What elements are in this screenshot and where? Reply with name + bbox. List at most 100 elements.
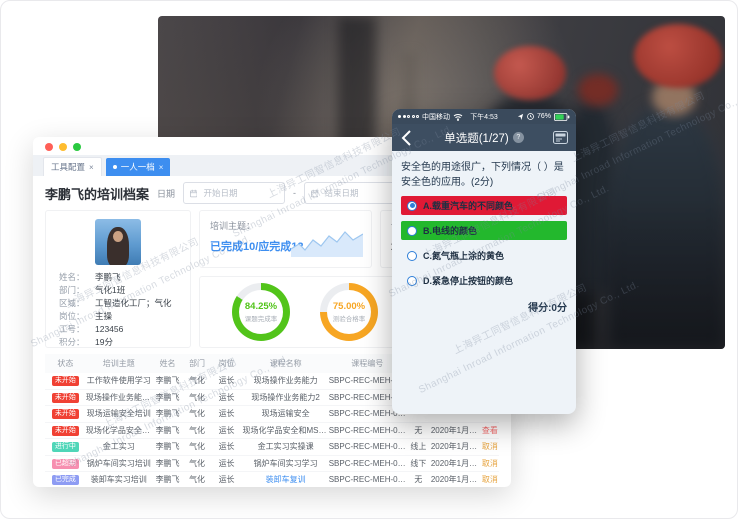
phone-nav-bar: 单选题(1/27) ?: [392, 124, 576, 151]
post-cell: 运长: [218, 392, 235, 402]
field-value: 主操: [95, 311, 113, 321]
question-text: 安全色的用途很广，下列情况（ ）是安全色的应用。(2分): [401, 162, 564, 188]
option-b[interactable]: B.电线的颜色: [401, 221, 567, 240]
battery-icon: [554, 112, 570, 121]
training-table-body: 未开始 工作软件使用学习 李鹏飞 气化 运长 现场操作业务能力 SBPC-REC-MEH-0…: [45, 373, 499, 487]
profile-field: 姓名： 李鹏飞: [46, 271, 190, 284]
radio-icon[interactable]: [407, 225, 417, 236]
field-label: 部门：: [59, 285, 85, 295]
field-value: 气化1班: [95, 285, 126, 295]
row-action[interactable]: 取消: [481, 475, 498, 485]
range-separator: -: [293, 188, 297, 198]
trend-sparkline: [290, 231, 363, 257]
status-cell: 未开始: [45, 375, 86, 387]
field-value: 19分: [95, 337, 113, 347]
minimize-window-icon[interactable]: [59, 143, 67, 151]
field-label: 姓名：: [59, 272, 85, 282]
help-icon[interactable]: ?: [512, 132, 524, 143]
profile-field: 区域： 工智造化工厂；气化: [46, 297, 190, 310]
field-value: 工智造化工厂；气化: [95, 298, 172, 308]
plan-cell: 2020年1月份培训计划: [430, 425, 481, 435]
donut-label: 课题完成率: [244, 316, 278, 323]
tab-label: 工具配置: [51, 162, 86, 172]
end-date-field[interactable]: [322, 187, 400, 199]
method-cell: 无: [414, 425, 423, 435]
status-cell: 未开始: [45, 425, 86, 436]
post-cell: 运长: [218, 409, 235, 419]
tab-label: 一人一档: [120, 162, 155, 172]
end-date-input[interactable]: [304, 182, 407, 204]
status-badge: 未开始: [51, 392, 79, 403]
option-c[interactable]: C.氮气瓶上涂的黄色: [401, 246, 567, 265]
worker-figure: [608, 106, 725, 349]
wifi-icon: [453, 113, 463, 121]
radio-icon[interactable]: [407, 250, 417, 261]
status-cell: 未开始: [45, 408, 86, 420]
name-cell: 李鹏飞: [155, 475, 180, 485]
red-hardhat: [634, 24, 722, 88]
radio-selected-icon[interactable]: [407, 200, 417, 211]
status-cell: 未开始: [45, 392, 86, 403]
column-header: 状态: [57, 359, 74, 368]
answer-sheet-icon[interactable]: [553, 131, 568, 144]
course-name-link[interactable]: 装卸车复训: [265, 475, 306, 485]
course-code-cell: SBPC-REC-MEH-017: [328, 425, 406, 435]
dept-cell: 气化: [189, 425, 206, 435]
tab-personal-archive[interactable]: 一人一档 ×: [105, 158, 171, 176]
radio-icon[interactable]: [407, 275, 417, 286]
name-cell: 李鹏飞: [155, 376, 180, 386]
completion-rates-card: 84.25% 课题完成率 75.00% 测验合格率: [199, 276, 499, 348]
column-header: 部门: [189, 359, 206, 368]
field-value: 123456: [95, 324, 124, 334]
dept-cell: 气化: [189, 409, 206, 419]
row-action[interactable]: 查看: [481, 425, 498, 435]
alarm-icon: [527, 113, 534, 120]
close-tab-icon[interactable]: ×: [89, 162, 94, 172]
topic-value: 已完成10/应完成12: [210, 241, 304, 253]
training-topic-card: 培训主题： 已完成10/应完成12: [199, 210, 372, 268]
dept-cell: 气化: [189, 458, 206, 468]
name-cell: 李鹏飞: [155, 392, 180, 402]
course-code-cell: SBPC-REC-MEH-017: [328, 458, 406, 468]
course-name: 现场操作业务能力: [253, 376, 318, 386]
start-date-field[interactable]: [201, 187, 279, 199]
profile-field: 岗位： 主操: [46, 310, 190, 323]
column-header: 岗位: [218, 359, 235, 368]
field-label: 区域：: [59, 298, 85, 308]
name-cell: 李鹏飞: [155, 409, 180, 419]
option-label: D.紧急停止按钮的颜色: [423, 276, 514, 286]
method-cell: 线下: [410, 458, 427, 468]
course-name: 现场运输安全: [261, 409, 310, 419]
topic-cell: 现场操作业务能力2: [85, 392, 152, 402]
window-content: 李鹏飞的培训档案 日期 - 查询 姓名：李: [33, 176, 511, 487]
table-row: 未开始 现场运输安全培训 李鹏飞 气化 运长 现场运输安全 SBPC-REC-MEH-017: [45, 406, 499, 423]
table-row: 进行中 金工实习 李鹏飞 气化 运长 金工实习实操课 SBPC-REC-MEH-017 线上 2…: [45, 439, 499, 456]
dept-cell: 气化: [189, 442, 206, 452]
row-action[interactable]: 取消: [481, 458, 498, 468]
location-arrow-icon: [517, 113, 524, 120]
row-action[interactable]: 取消: [481, 442, 498, 452]
status-badge: 未开始: [51, 376, 79, 387]
post-cell: 运长: [218, 376, 235, 386]
training-table: 状态 培训主题 姓名 部门 岗位 课程名称 课程编号 未开始 工作软件使用学习 李鹏飞 气化 运长现…: [45, 354, 499, 487]
battery-percent: 76%: [536, 113, 551, 120]
close-tab-icon[interactable]: ×: [158, 162, 164, 172]
back-arrow-icon[interactable]: [401, 130, 411, 146]
method-cell: 线上: [410, 442, 427, 452]
option-d[interactable]: D.紧急停止按钮的颜色: [401, 271, 567, 290]
status-badge: 已完成: [51, 475, 79, 486]
start-date-input[interactable]: [183, 182, 286, 204]
field-value: 李鹏飞: [95, 272, 121, 282]
name-cell: 李鹏飞: [155, 442, 180, 452]
close-window-icon[interactable]: [45, 143, 53, 151]
tab-tool-config[interactable]: 工具配置 ×: [43, 157, 102, 176]
quiz-phone-screenshot: 中国移动 下午4:53 76% 单选题(1/27) ? 安全色的用途很广，下列情…: [392, 109, 576, 414]
topic-cell: 锅炉车间实习培训: [86, 458, 151, 468]
maximize-window-icon[interactable]: [73, 143, 81, 151]
profile-field: 部门： 气化1班: [46, 284, 190, 297]
option-a[interactable]: A.载重汽车的不同颜色: [401, 196, 567, 215]
profile-fields: 姓名： 李鹏飞 部门： 气化1班 区域： 工智造化工厂；气化 岗位： 主操 工号： 123456 积…: [46, 271, 190, 349]
date-label: 日期: [157, 188, 176, 199]
status-badge: 未开始: [51, 425, 79, 436]
quiz-body: 安全色的用途很广，下列情况（ ）是安全色的应用。(2分) A.载重汽车的不同颜色…: [392, 151, 576, 314]
